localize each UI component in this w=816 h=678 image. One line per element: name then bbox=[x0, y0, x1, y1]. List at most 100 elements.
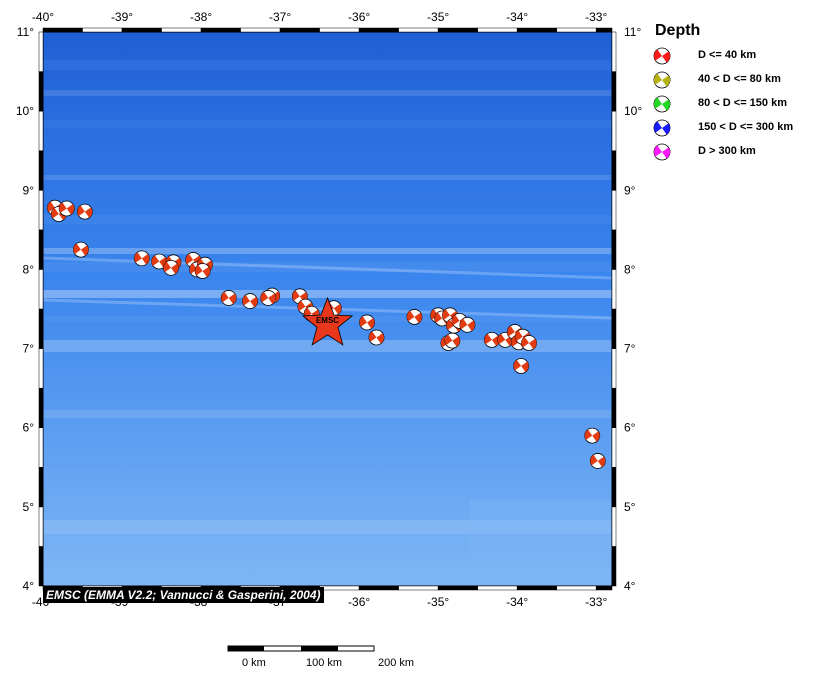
focal-mechanism bbox=[444, 332, 461, 349]
lat-label-right: 7° bbox=[624, 342, 636, 356]
focal-mechanism bbox=[73, 241, 89, 258]
bathymetry-band bbox=[43, 90, 612, 96]
lon-label-top: -34° bbox=[506, 10, 528, 24]
epicenter-label: EMSC bbox=[316, 316, 339, 325]
frame-segment bbox=[611, 190, 617, 231]
frame-segment bbox=[611, 467, 617, 508]
lat-label-left: 7° bbox=[23, 342, 35, 356]
frame-segment bbox=[38, 31, 44, 72]
frame-segment bbox=[477, 585, 518, 591]
bathymetry-band bbox=[43, 120, 612, 128]
frame-segment bbox=[611, 110, 617, 151]
frame-segment bbox=[516, 27, 557, 33]
bathymetry-band bbox=[43, 520, 612, 534]
bathymetry-band bbox=[43, 262, 612, 272]
frame-segment bbox=[398, 585, 439, 591]
lon-label-top: -36° bbox=[348, 10, 370, 24]
frame-segment bbox=[477, 27, 518, 33]
frame-segment bbox=[611, 150, 617, 191]
scale-label-200: 200 km bbox=[378, 657, 415, 669]
lat-label-left: 10° bbox=[16, 104, 34, 118]
bathymetry-band bbox=[43, 215, 612, 224]
data-credit: EMSC (EMMA V2.2; Vannucci & Gasperini, 2… bbox=[43, 587, 324, 603]
frame-segment bbox=[358, 585, 399, 591]
frame-segment bbox=[38, 71, 44, 112]
frame-segment bbox=[161, 27, 202, 33]
frame-segment bbox=[240, 27, 281, 33]
frame-segment bbox=[319, 27, 360, 33]
bathymetry-band bbox=[43, 175, 612, 180]
frame-segment bbox=[611, 506, 617, 547]
legend-beachball-icon bbox=[653, 47, 671, 65]
frame-segment bbox=[516, 585, 557, 591]
epicenter-star-shape bbox=[301, 296, 354, 346]
legend-beachball bbox=[653, 71, 671, 89]
frame-segment bbox=[611, 71, 617, 112]
legend-beachball bbox=[653, 119, 671, 137]
frame-segment bbox=[38, 110, 44, 151]
lon-label-bottom: -36° bbox=[348, 595, 370, 609]
legend-label: 80 < D <= 150 km bbox=[698, 97, 787, 109]
frame-segment bbox=[121, 27, 162, 33]
frame-segment bbox=[38, 229, 44, 270]
legend-beachball bbox=[653, 47, 671, 65]
legend-item: 80 < D <= 150 km bbox=[652, 92, 812, 116]
frame-segment bbox=[611, 229, 617, 270]
legend-beachball-icon bbox=[653, 119, 671, 137]
lon-label-bottom: -33° bbox=[585, 595, 607, 609]
shallow-plateau bbox=[470, 500, 612, 586]
frame-segment bbox=[279, 27, 320, 33]
legend-beachball bbox=[653, 143, 671, 161]
frame-segment bbox=[38, 308, 44, 349]
frame-segment bbox=[611, 269, 617, 310]
bathymetry-band bbox=[43, 290, 612, 298]
legend-item: D > 300 km bbox=[652, 140, 812, 164]
frame-segment bbox=[38, 150, 44, 191]
lon-label-top: -39° bbox=[111, 10, 133, 24]
frame-segment bbox=[82, 27, 123, 33]
legend-item: 150 < D <= 300 km bbox=[652, 116, 812, 140]
frame-segment bbox=[38, 387, 44, 428]
legend-beachball-icon bbox=[653, 95, 671, 113]
legend-label: 40 < D <= 80 km bbox=[698, 73, 781, 85]
legend-label: D > 300 km bbox=[698, 145, 756, 157]
legend-label: D <= 40 km bbox=[698, 49, 757, 61]
focal-mechanism bbox=[406, 309, 423, 325]
legend-beachball-icon bbox=[653, 143, 671, 161]
lat-label-left: 11° bbox=[17, 25, 34, 39]
focal-mechanism bbox=[459, 316, 476, 333]
focal-mechanism bbox=[133, 250, 150, 267]
frame-segment bbox=[38, 269, 44, 310]
map-ticks: -40°-39°-38°-37°-36°-35°-34°-33°-40°-39°… bbox=[16, 10, 643, 609]
lon-label-top: -38° bbox=[190, 10, 212, 24]
focal-mechanism bbox=[194, 263, 211, 279]
lat-label-left: 5° bbox=[23, 500, 35, 514]
lat-label-right: 6° bbox=[624, 421, 636, 435]
lat-label-right: 4° bbox=[624, 579, 636, 593]
frame-segment bbox=[611, 546, 617, 587]
lat-label-right: 8° bbox=[624, 262, 636, 276]
frame-segment bbox=[437, 27, 478, 33]
lat-label-left: 4° bbox=[23, 579, 35, 593]
focal-mechanism bbox=[359, 314, 375, 331]
frame-segment bbox=[38, 467, 44, 508]
ocean-bathymetry bbox=[43, 32, 612, 586]
bathymetry-band bbox=[43, 60, 612, 70]
frame-segment bbox=[595, 27, 613, 33]
epicenter-star: EMSC bbox=[301, 296, 354, 346]
bathymetry-band bbox=[43, 248, 612, 254]
focal-mechanism bbox=[58, 200, 75, 217]
frame-segment bbox=[556, 585, 597, 591]
focal-mechanism bbox=[584, 427, 601, 444]
bathymetry-band bbox=[43, 340, 612, 352]
frame-segment bbox=[358, 27, 399, 33]
frame-segment bbox=[611, 427, 617, 468]
lon-label-top: -33° bbox=[585, 10, 607, 24]
lon-label-bottom: -34° bbox=[506, 595, 528, 609]
legend-label: 150 < D <= 300 km bbox=[698, 121, 794, 133]
focal-mechanism bbox=[513, 358, 530, 374]
focal-mechanism bbox=[163, 259, 179, 276]
fracture-zone-bands bbox=[43, 60, 612, 586]
frame-segment bbox=[38, 546, 44, 587]
